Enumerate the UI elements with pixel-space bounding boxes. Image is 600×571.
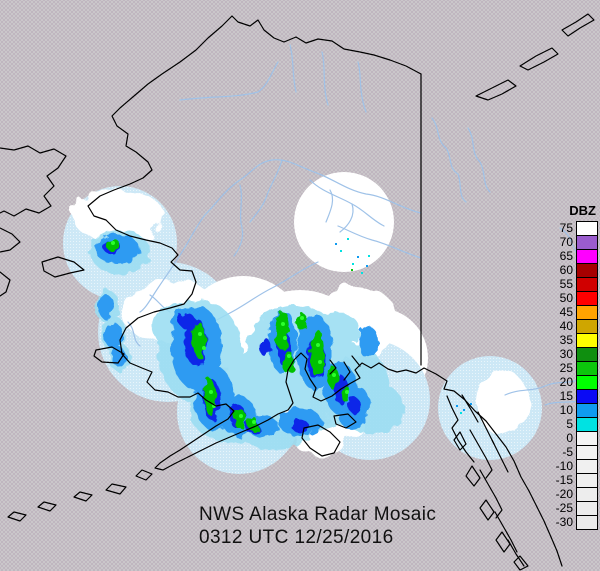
legend-entry: 40 — [556, 319, 598, 334]
legend-entry-swatch — [576, 501, 598, 516]
legend-entry-swatch — [576, 305, 598, 320]
legend-entry: -20 — [556, 487, 598, 502]
legend-entry-label: 35 — [559, 333, 573, 347]
dbz-legend: DBZ 75 70 65 60 55 50 45 40 35 30 25 20 15 10 5 0 -5 -10-… — [556, 203, 598, 530]
legend-entry-label: -25 — [555, 501, 573, 515]
legend-entry-label: -10 — [555, 459, 573, 473]
legend-entry: 30 — [556, 347, 598, 362]
radar-coverage-circle — [294, 172, 394, 272]
legend-entry-label: 30 — [559, 347, 573, 361]
legend-entry: 25 — [556, 361, 598, 376]
legend-entry: 70 — [556, 235, 598, 250]
legend-entry-label: 0 — [566, 431, 573, 445]
legend-entry: 5 — [556, 417, 598, 432]
legend-entry: 20 — [556, 375, 598, 390]
legend-entry-swatch — [576, 487, 598, 502]
legend-entry-swatch — [576, 291, 598, 306]
legend-entry-swatch — [576, 319, 598, 334]
legend-entry: -15 — [556, 473, 598, 488]
legend-entry-label: 45 — [559, 305, 573, 319]
legend-entry-label: 55 — [559, 277, 573, 291]
legend-entry: 0 — [556, 431, 598, 446]
legend-entry-label: -15 — [555, 473, 573, 487]
legend-entry-label: 15 — [559, 389, 573, 403]
legend-entry: 60 — [556, 263, 598, 278]
legend-entry-swatch — [576, 235, 598, 250]
precip-speckles — [335, 238, 472, 414]
legend-entry-swatch — [576, 431, 598, 446]
legend-entry-swatch — [576, 389, 598, 404]
legend-entry-label: 20 — [559, 375, 573, 389]
legend-entry-swatch — [576, 403, 598, 418]
legend-entry-label: 10 — [559, 403, 573, 417]
legend-entry: -30 — [556, 515, 598, 530]
legend-entry-label: 60 — [559, 263, 573, 277]
legend-entry: -5 — [556, 445, 598, 460]
legend-entry-label: -5 — [562, 445, 573, 459]
legend-entry-swatch — [576, 221, 598, 236]
legend-entry-swatch — [576, 347, 598, 362]
legend-entry-swatch — [576, 515, 598, 530]
legend-entry: 35 — [556, 333, 598, 348]
legend-entry: -10 — [556, 459, 598, 474]
legend-entry-label: 40 — [559, 319, 573, 333]
legend-entry-label: 25 — [559, 361, 573, 375]
legend-entry-swatch — [576, 263, 598, 278]
legend-entry-swatch — [576, 459, 598, 474]
legend-entry-label: -20 — [555, 487, 573, 501]
legend-entry-swatch — [576, 473, 598, 488]
legend-entry-label: 75 — [559, 221, 573, 235]
caption-title: NWS Alaska Radar Mosaic — [199, 504, 437, 525]
legend-entry-swatch — [576, 361, 598, 376]
legend-entry: 15 — [556, 389, 598, 404]
caption-timestamp: 0312 UTC 12/25/2016 — [199, 527, 394, 548]
coastlines — [0, 13, 595, 571]
legend-entry-label: -30 — [555, 515, 573, 529]
rivers — [127, 44, 599, 406]
legend-entry-swatch — [576, 249, 598, 264]
legend-entry-swatch — [576, 375, 598, 390]
legend-entry: 75 — [556, 221, 598, 236]
legend-entry: 50 — [556, 291, 598, 306]
caption: NWS Alaska Radar Mosaic 0312 UTC 12/25/2… — [199, 503, 436, 549]
legend-entry: 65 — [556, 249, 598, 264]
legend-entry-swatch — [576, 333, 598, 348]
precip-intense-flecks — [111, 241, 349, 424]
legend-entry: 45 — [556, 305, 598, 320]
legend-entry-swatch — [576, 277, 598, 292]
legend-entry-label: 5 — [566, 417, 573, 431]
legend-entries: 75 70 65 60 55 50 45 40 35 30 25 20 15 10 5 0 -5 -10 -15 -2… — [556, 221, 598, 530]
legend-entry: 55 — [556, 277, 598, 292]
legend-entry-label: 50 — [559, 291, 573, 305]
legend-entry-swatch — [576, 417, 598, 432]
legend-entry-label: 70 — [559, 235, 573, 249]
legend-entry-swatch — [576, 445, 598, 460]
legend-entry: 10 — [556, 403, 598, 418]
legend-entry: -25 — [556, 501, 598, 516]
dbz-legend-title: DBZ — [569, 203, 596, 218]
legend-entry-label: 65 — [559, 249, 573, 263]
